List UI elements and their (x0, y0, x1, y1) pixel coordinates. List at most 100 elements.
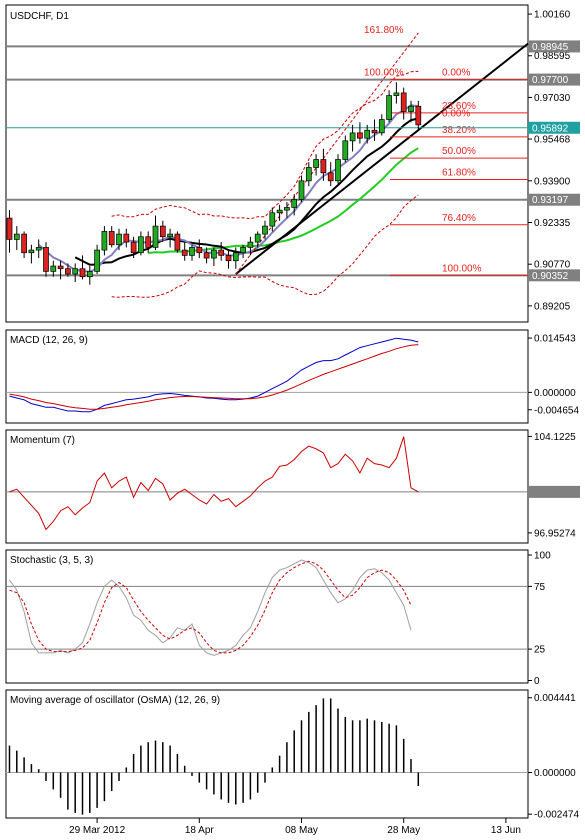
stochastic-panel: 100 75 25 0 (6, 551, 551, 687)
candle-body (28, 249, 35, 254)
fib-retracement-label: 76.40% (442, 213, 476, 224)
candle-body (167, 233, 173, 238)
stochastic-axis-tick-label: 100 (534, 551, 551, 562)
candle-body (357, 132, 363, 139)
osma-axis-tick-label: 0.000000 (534, 768, 576, 779)
macd-panel: 0.014543 0.000000 -0.004654 (6, 334, 579, 416)
osma-axis-tick-label: -0.002474 (534, 810, 579, 821)
candle-body (225, 255, 232, 262)
fib-retracement-label: 23.60% (442, 101, 476, 112)
time-tick-label: 13 Jun (491, 825, 521, 836)
candle-body (247, 241, 254, 248)
stochastic-axis-tick-label: 25 (534, 645, 546, 656)
candle-body (6, 217, 13, 240)
time-tick-label: 29 Mar 2012 (69, 825, 126, 836)
candle-body (335, 159, 341, 182)
momentum-axis-tick-label: 96.95274 (534, 528, 576, 539)
price-axis-tick-label: 0.93900 (534, 176, 571, 187)
candle-body (240, 247, 246, 254)
macd-signal-line (9, 344, 419, 410)
candle-body (138, 236, 144, 254)
candle-body (21, 233, 27, 254)
level-price-label: 0.90352 (532, 271, 569, 282)
current-price-tag (528, 121, 580, 134)
candle-body (57, 265, 64, 270)
macd-axis-tick-label: 0.000000 (534, 388, 576, 399)
time-tick-label: 28 May (387, 825, 420, 836)
level-price-label: 0.98945 (532, 42, 569, 53)
candle-body (298, 180, 305, 200)
fib-extension-label: 161.80% (364, 25, 404, 36)
candle-body (203, 252, 210, 259)
candle-body (152, 225, 159, 248)
macd-title: MACD (12, 26, 9) (10, 335, 88, 346)
candle-body (123, 233, 130, 243)
candle-body (349, 132, 356, 142)
candle-body (284, 207, 290, 211)
level-price-label: 0.97700 (532, 75, 569, 86)
fib-retracement-label: 100.00% (442, 263, 482, 274)
trend-line (235, 42, 529, 275)
candle-body (269, 212, 276, 227)
fib-retracement-label: 61.80% (442, 167, 476, 178)
candle-body (393, 92, 400, 96)
candle-body (211, 249, 217, 259)
level-price-tag (528, 40, 580, 53)
candle-body (327, 172, 334, 182)
stochastic-axis-tick-label: 0 (534, 676, 540, 687)
candle-body (291, 199, 298, 208)
candle-body (43, 247, 49, 272)
candle-body (342, 140, 349, 160)
candle-body (408, 105, 414, 112)
panel-frame-osma (5, 689, 529, 819)
candle-body (50, 265, 57, 272)
level-price-tag (528, 193, 580, 206)
momentum-title: Momentum (7) (10, 435, 75, 446)
candle-body (218, 249, 225, 256)
candle-body (305, 167, 312, 182)
price-axis-tick-label: 0.97030 (534, 93, 571, 104)
osma-axis-tick-label: 0.004441 (534, 693, 576, 704)
candle-body (254, 233, 261, 243)
lower-envelope-line (111, 194, 419, 298)
candle-body (35, 247, 42, 251)
candle-body (181, 249, 188, 256)
candle-body (364, 129, 371, 139)
candle-body (13, 233, 20, 240)
candle-body (145, 236, 152, 248)
panel-frame-macd (5, 329, 529, 424)
candle-body (189, 247, 195, 256)
candle-body (86, 271, 93, 278)
candle-body (116, 233, 122, 246)
candle-body (65, 268, 71, 275)
candle-body (276, 209, 283, 214)
candle-body (108, 231, 115, 246)
osma-panel: 0.004441 0.000000 -0.002474 (6, 693, 579, 821)
candle-body (400, 92, 407, 112)
price-panel: 1.00160 0.98595 0.97030 0.95468 0.93900 0.923… (6, 10, 580, 312)
momentum-axis-tick-label: 104.1225 (534, 432, 576, 443)
stochastic-main-line (9, 559, 412, 656)
candle-body (371, 129, 378, 134)
candle-body (415, 105, 422, 126)
level-price-tag (528, 73, 580, 86)
fib-retracement-label: 0.00% (442, 68, 470, 79)
fib-extension-label: 0.00% (442, 108, 470, 119)
candle-body (262, 225, 268, 235)
candle-body (130, 241, 137, 254)
time-tick-label: 18 Apr (185, 825, 215, 836)
price-axis-tick-label: 0.95468 (534, 135, 571, 146)
price-axis-tick-label: 1.00160 (534, 10, 571, 21)
candle-body (378, 119, 385, 134)
level-price-label: 0.93197 (532, 195, 569, 206)
macd-axis-tick-label: 0.014543 (534, 334, 576, 345)
panel-frame-mom (5, 429, 529, 544)
current-price-label: 0.95892 (532, 123, 569, 134)
panel-frames (5, 4, 529, 819)
stochastic-signal-line (9, 560, 412, 654)
candle-body (320, 159, 327, 174)
stochastic-title: Stochastic (3, 5, 3) (10, 555, 93, 566)
price-axis-tick-label: 0.98595 (534, 51, 571, 62)
fib-retracement-label: 50.00% (442, 146, 476, 157)
